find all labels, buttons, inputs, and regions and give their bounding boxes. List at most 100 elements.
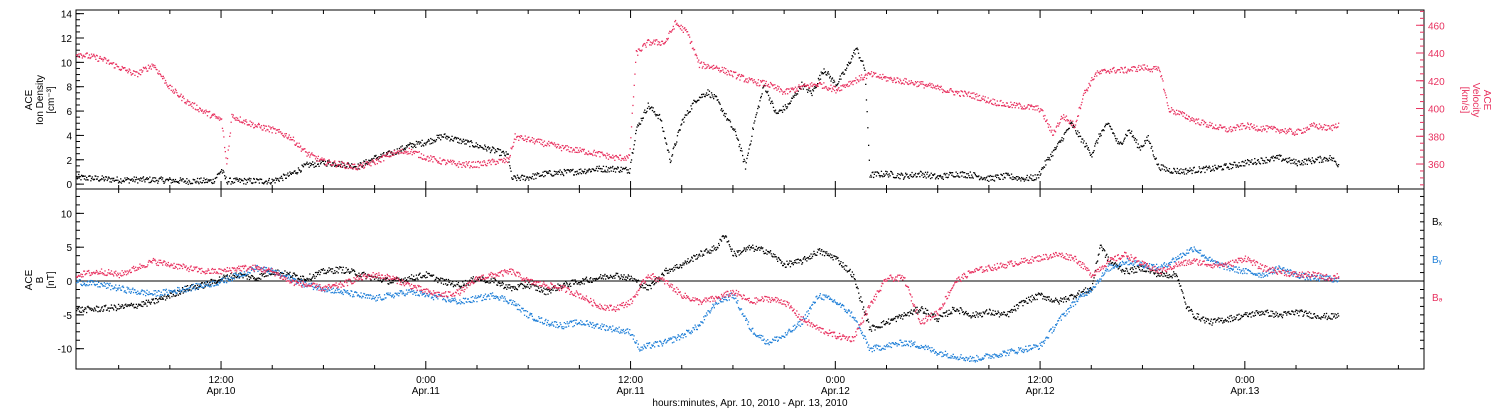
data-point-b0 [112, 308, 113, 309]
data-point-density [1319, 162, 1320, 163]
data-point-density [1337, 165, 1338, 166]
data-point-b0 [234, 275, 235, 276]
data-point-velocity [1036, 105, 1037, 106]
data-point-density [85, 176, 86, 177]
data-point-density [1166, 167, 1167, 168]
data-point-velocity [978, 96, 979, 97]
data-point-velocity [95, 56, 96, 57]
data-point-density [596, 168, 597, 169]
data-point-velocity [652, 43, 653, 44]
data-point-velocity [553, 144, 554, 145]
data-point-b0 [183, 292, 184, 293]
data-point-density [234, 182, 235, 183]
data-point-b0 [496, 280, 497, 281]
data-point-density [1050, 154, 1051, 155]
data-point-velocity [975, 94, 976, 95]
data-point-b0 [165, 299, 166, 300]
data-point-velocity [1137, 71, 1138, 72]
data-point-b0 [628, 276, 629, 277]
data-point-velocity [762, 80, 763, 81]
data-point-density [844, 73, 845, 74]
data-point-velocity [514, 139, 515, 140]
data-point-density [1057, 143, 1058, 144]
data-point-b0 [592, 278, 593, 279]
data-point-velocity [1328, 125, 1329, 126]
data-point-density [495, 149, 496, 150]
data-point-velocity [963, 96, 964, 97]
data-point-density [1302, 164, 1303, 165]
data-point-velocity [1203, 124, 1204, 125]
data-point-b0 [735, 255, 736, 256]
data-point-density [716, 96, 717, 97]
data-point-b0 [565, 281, 566, 282]
data-point-density [258, 179, 259, 180]
data-point-velocity [132, 73, 133, 74]
data-point-density [1012, 179, 1013, 180]
data-point-velocity [532, 142, 533, 143]
data-point-velocity [577, 152, 578, 153]
data-point-b0 [809, 256, 810, 257]
data-point-velocity [259, 124, 260, 125]
data-point-b0 [541, 289, 542, 290]
data-point-b0 [655, 282, 656, 283]
data-point-velocity [702, 67, 703, 68]
data-point-velocity [566, 149, 567, 150]
data-point-density [161, 179, 162, 180]
data-point-velocity [461, 164, 462, 165]
data-point-density [1064, 134, 1065, 135]
data-point-density [1266, 157, 1267, 158]
data-point-velocity [103, 59, 104, 60]
data-point-velocity [314, 155, 315, 156]
data-point-b0 [788, 264, 789, 265]
data-point-density [1056, 146, 1057, 147]
data-point-density [990, 175, 991, 176]
data-point-velocity [346, 164, 347, 165]
data-point-density [1238, 162, 1239, 163]
data-point-density [1069, 128, 1070, 129]
data-point-b0 [593, 280, 594, 281]
data-point-density [198, 182, 199, 183]
data-point-density [205, 179, 206, 180]
data-point-velocity [378, 160, 379, 161]
data-point-velocity [1046, 119, 1047, 120]
data-point-density [583, 172, 584, 173]
data-point-velocity [501, 159, 502, 160]
data-point-velocity [1195, 123, 1196, 124]
data-point-b0 [336, 271, 337, 272]
data-point-density [1087, 149, 1088, 150]
data-point-density [1060, 141, 1061, 142]
data-point-velocity [1322, 129, 1323, 130]
data-point-velocity [798, 84, 799, 85]
data-point-b0 [446, 279, 447, 280]
data-point-velocity [257, 124, 258, 125]
data-point-b0 [819, 248, 820, 249]
data-point-density [1047, 157, 1048, 158]
y-tick-label-right: 440 [1428, 49, 1445, 60]
data-point-density [574, 174, 575, 175]
data-point-velocity [1138, 65, 1139, 66]
data-point-velocity [555, 144, 556, 145]
data-point-b0 [788, 263, 789, 264]
data-point-velocity [899, 79, 900, 80]
data-point-b0 [182, 287, 183, 288]
data-point-velocity [326, 165, 327, 166]
data-point-b0 [646, 289, 647, 290]
data-point-velocity [153, 64, 154, 65]
data-point-density [149, 182, 150, 183]
data-point-velocity [1158, 67, 1159, 68]
data-point-b0 [94, 307, 95, 308]
data-point-b0 [723, 236, 724, 237]
data-point-b0 [817, 252, 818, 253]
data-point-velocity [973, 92, 974, 93]
data-point-velocity [1232, 130, 1233, 131]
data-point-velocity [271, 127, 272, 128]
data-point-b0 [761, 246, 762, 247]
data-point-velocity [471, 162, 472, 163]
data-point-velocity [1275, 127, 1276, 128]
data-point-density [604, 171, 605, 172]
data-point-density [577, 171, 578, 172]
data-point-velocity [1028, 104, 1029, 105]
data-point-density [941, 178, 942, 179]
data-point-velocity [645, 45, 646, 46]
data-point-velocity [455, 163, 456, 164]
